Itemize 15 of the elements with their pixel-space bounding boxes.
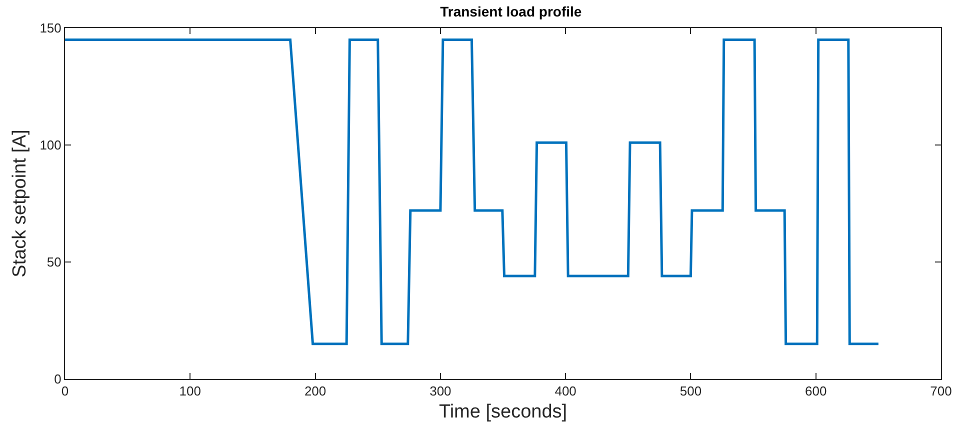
x-tick-label: 100 (179, 384, 201, 399)
x-tick-label: 300 (430, 384, 452, 399)
y-axis-title: Stack setpoint [A] (10, 130, 31, 278)
y-tick-label: 100 (40, 138, 62, 153)
x-axis-title: Time [seconds] (438, 401, 568, 422)
y-tick-label: 150 (40, 20, 62, 36)
y-tick-label: 0 (54, 372, 62, 387)
x-tick-label: 600 (805, 384, 827, 399)
x-tick-label: 700 (930, 384, 952, 399)
line-series (65, 38, 880, 346)
y-tick-label: 50 (46, 254, 62, 270)
chart-title: Transient load profile (440, 3, 582, 20)
x-tick-label: 500 (680, 384, 702, 399)
x-tick-label: 200 (304, 384, 326, 399)
x-tick-label: 400 (554, 384, 576, 399)
